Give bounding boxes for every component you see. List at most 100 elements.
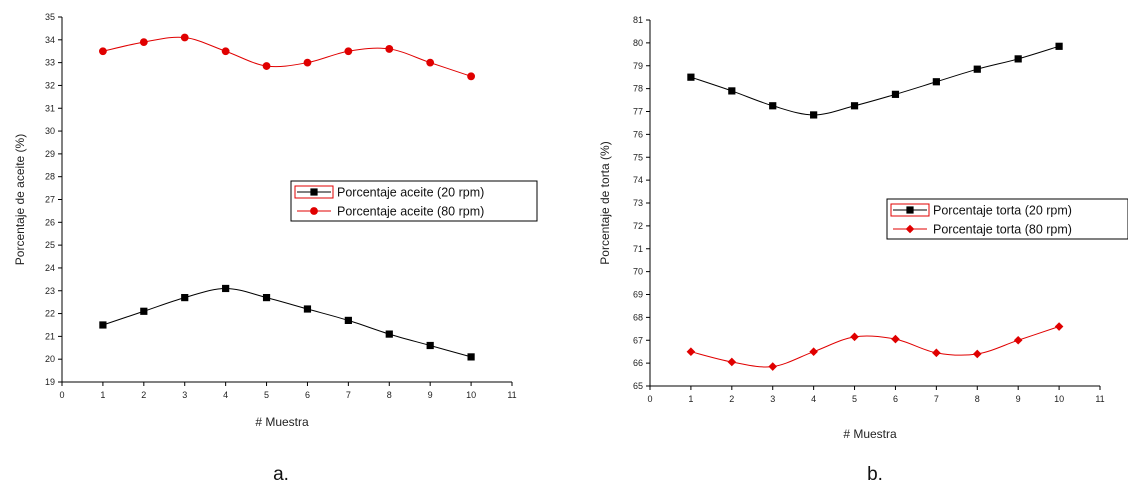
x-tick-label: 6 bbox=[893, 394, 898, 404]
y-tick-label: 76 bbox=[633, 129, 643, 139]
data-point bbox=[222, 284, 230, 293]
y-tick-label: 70 bbox=[633, 267, 643, 277]
panel-caption: b. bbox=[867, 464, 883, 485]
y-tick-label: 24 bbox=[45, 263, 55, 273]
data-point bbox=[426, 58, 435, 67]
legend-swatch-frame bbox=[294, 185, 334, 199]
x-tick-label: 10 bbox=[466, 390, 476, 400]
y-tick-label: 71 bbox=[633, 244, 643, 254]
data-point bbox=[932, 348, 941, 358]
x-tick-label: 8 bbox=[387, 390, 392, 400]
x-tick-label: 3 bbox=[182, 390, 187, 400]
x-tick-label: 7 bbox=[934, 394, 939, 404]
data-point bbox=[385, 45, 394, 53]
x-tick-label: 8 bbox=[975, 394, 980, 404]
data-point bbox=[426, 341, 434, 350]
y-tick-label: 30 bbox=[45, 126, 55, 136]
y-tick-label: 75 bbox=[633, 152, 643, 162]
data-point bbox=[686, 347, 696, 356]
y-tick-label: 72 bbox=[633, 221, 643, 231]
y-tick-label: 66 bbox=[633, 358, 643, 368]
y-tick-label: 22 bbox=[45, 309, 55, 319]
data-point bbox=[850, 332, 859, 342]
data-point bbox=[769, 102, 777, 110]
legend-marker bbox=[905, 224, 915, 234]
legend-label: Porcentaje torta (20 rpm) bbox=[933, 204, 1072, 218]
y-tick-label: 27 bbox=[45, 195, 55, 205]
data-point bbox=[181, 293, 189, 302]
x-tick-label: 4 bbox=[223, 390, 228, 400]
legend-marker bbox=[906, 206, 914, 214]
x-tick-label: 2 bbox=[141, 390, 146, 400]
data-point bbox=[303, 58, 312, 67]
y-tick-label: 28 bbox=[45, 172, 55, 182]
legend-label: Porcentaje torta (80 rpm) bbox=[933, 223, 1072, 237]
y-tick-label: 29 bbox=[45, 149, 55, 159]
legend-marker bbox=[310, 207, 318, 215]
data-point bbox=[972, 349, 982, 359]
data-point bbox=[810, 111, 818, 119]
data-point bbox=[932, 78, 940, 86]
data-point bbox=[139, 38, 148, 46]
y-tick-label: 34 bbox=[45, 35, 55, 45]
legend-label: Porcentaje aceite (20 rpm) bbox=[337, 186, 484, 200]
x-tick-label: 9 bbox=[1016, 394, 1021, 404]
data-point bbox=[1055, 42, 1063, 50]
series-line-2 bbox=[102, 36, 472, 77]
x-tick-label: 11 bbox=[1095, 394, 1104, 404]
y-tick-label: 79 bbox=[633, 61, 643, 71]
x-axis-title: # Muestra bbox=[843, 427, 897, 441]
y-tick-label: 26 bbox=[45, 217, 55, 227]
legend-swatch-frame bbox=[890, 203, 930, 217]
data-point bbox=[1013, 335, 1023, 345]
legend-box bbox=[886, 198, 1128, 240]
data-point bbox=[221, 47, 230, 56]
data-point bbox=[973, 65, 981, 73]
y-tick-label: 19 bbox=[45, 377, 55, 387]
x-tick-label: 11 bbox=[507, 390, 516, 400]
y-tick-label: 81 bbox=[633, 15, 643, 25]
x-tick-label: 1 bbox=[100, 390, 105, 400]
data-point bbox=[344, 316, 352, 325]
data-point bbox=[891, 334, 900, 344]
data-point bbox=[1054, 322, 1064, 331]
data-point bbox=[262, 62, 271, 70]
y-tick-label: 25 bbox=[45, 240, 55, 250]
y-tick-label: 73 bbox=[633, 198, 643, 208]
x-tick-label: 10 bbox=[1054, 394, 1064, 404]
data-point bbox=[344, 47, 353, 56]
data-point bbox=[727, 357, 737, 367]
x-tick-label: 7 bbox=[346, 390, 351, 400]
x-tick-label: 0 bbox=[59, 390, 64, 400]
data-point bbox=[768, 362, 778, 371]
data-point bbox=[467, 353, 475, 361]
legend-box bbox=[290, 180, 538, 222]
y-tick-label: 68 bbox=[633, 312, 643, 322]
legend-marker bbox=[310, 188, 318, 196]
y-tick-label: 69 bbox=[633, 290, 643, 300]
x-tick-label: 2 bbox=[729, 394, 734, 404]
data-point bbox=[850, 102, 859, 110]
y-tick-label: 78 bbox=[633, 84, 643, 94]
data-point bbox=[99, 321, 107, 329]
series-line-2 bbox=[690, 326, 1060, 368]
data-point bbox=[180, 33, 189, 42]
x-tick-label: 5 bbox=[264, 390, 269, 400]
y-tick-label: 23 bbox=[45, 286, 55, 296]
y-axis-title: Porcentaje de torta (%) bbox=[598, 141, 612, 264]
data-point bbox=[467, 72, 475, 81]
x-tick-label: 1 bbox=[688, 394, 693, 404]
x-tick-label: 5 bbox=[852, 394, 857, 404]
data-point bbox=[262, 293, 271, 302]
series-line-1 bbox=[690, 45, 1060, 116]
data-point bbox=[728, 87, 736, 95]
y-tick-label: 21 bbox=[45, 331, 55, 341]
x-tick-label: 9 bbox=[428, 390, 433, 400]
y-tick-label: 74 bbox=[633, 175, 643, 185]
data-point bbox=[303, 305, 312, 313]
y-axis-title: Porcentaje de aceite (%) bbox=[13, 134, 27, 265]
x-tick-label: 3 bbox=[770, 394, 775, 404]
